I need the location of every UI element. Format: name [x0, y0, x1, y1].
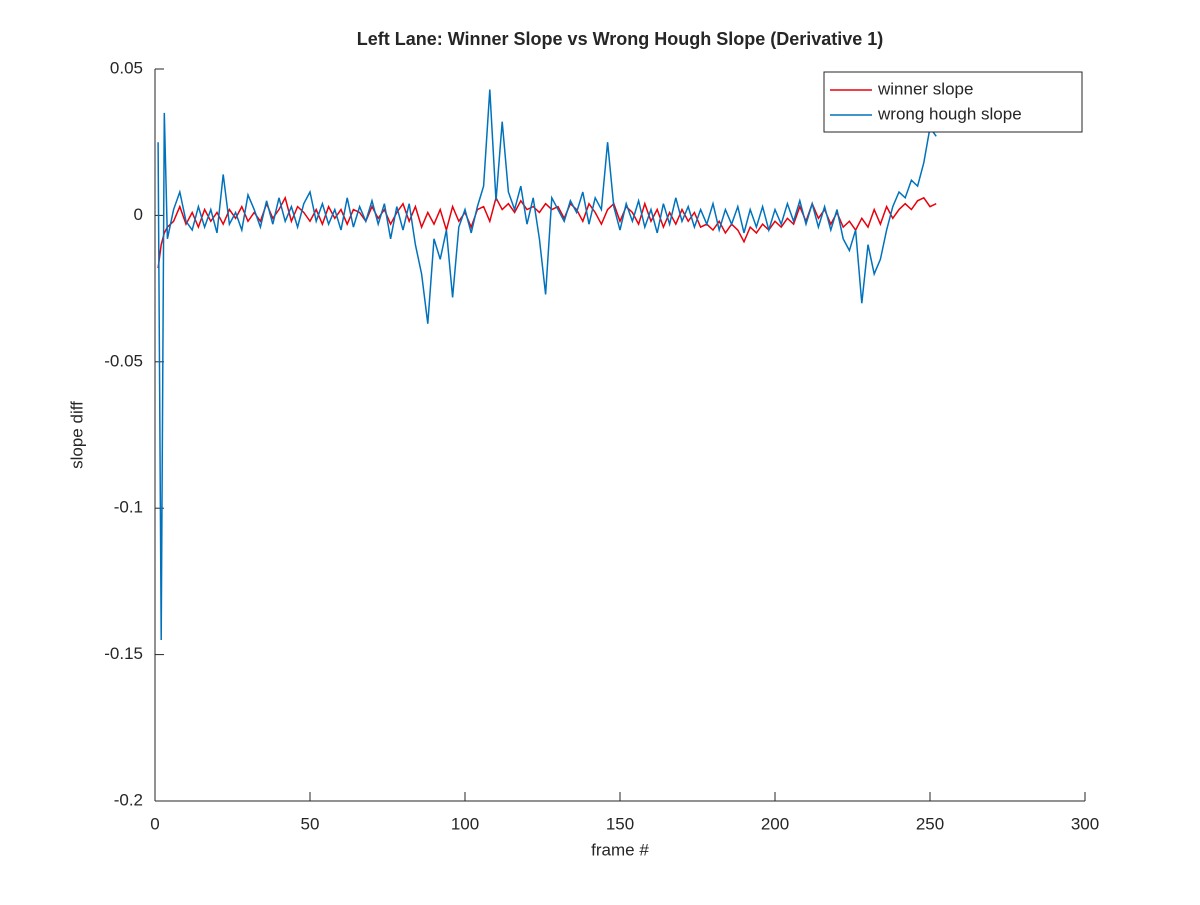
- y-tick-label: 0.05: [110, 58, 143, 77]
- x-tick-label: 150: [606, 814, 634, 833]
- y-tick-label: -0.15: [104, 644, 143, 663]
- x-tick-label: 50: [301, 814, 320, 833]
- legend-box: [823, 71, 1083, 133]
- chart-title: Left Lane: Winner Slope vs Wrong Hough S…: [357, 29, 884, 49]
- legend-label: winner slope: [877, 79, 973, 98]
- x-tick-label: 300: [1071, 814, 1099, 833]
- y-tick-label: 0: [134, 205, 143, 224]
- series-line: [157, 195, 937, 269]
- x-axis-label: frame #: [591, 840, 649, 859]
- series-line: [157, 89, 937, 640]
- legend-label: wrong hough slope: [877, 104, 1022, 123]
- x-tick-label: 200: [761, 814, 789, 833]
- y-tick-label: -0.1: [114, 498, 143, 517]
- y-axis-label: slope diff: [67, 401, 86, 469]
- x-tick-label: 250: [916, 814, 944, 833]
- y-tick-label: -0.2: [114, 790, 143, 809]
- y-tick-label: -0.05: [104, 351, 143, 370]
- x-tick-label: 100: [451, 814, 479, 833]
- x-tick-label: 0: [150, 814, 159, 833]
